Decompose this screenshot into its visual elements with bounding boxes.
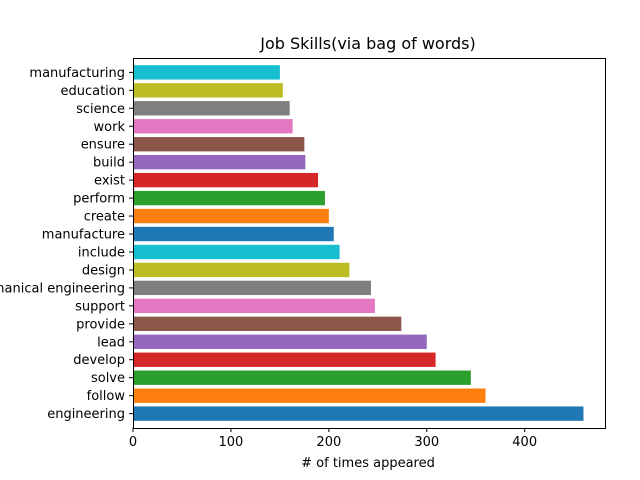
x-tick-label: 100	[219, 435, 244, 450]
y-tick-label: mechanical engineering	[0, 281, 125, 296]
y-tick-label: perform	[73, 192, 125, 207]
y-tick-label: exist	[94, 174, 125, 189]
chart-title: Job Skills(via bag of words)	[259, 34, 476, 53]
x-tick-label: 300	[414, 435, 439, 450]
bar	[133, 226, 334, 242]
bar	[133, 154, 306, 170]
bar	[133, 137, 305, 152]
bar	[133, 101, 290, 116]
y-tick-label: lead	[97, 335, 125, 350]
y-tick-label: education	[60, 84, 125, 99]
y-tick-label: ensure	[81, 138, 125, 153]
y-tick-label: science	[76, 102, 125, 117]
y-tick-label: work	[94, 120, 126, 135]
y-tick-label: support	[75, 299, 125, 314]
bar	[133, 262, 350, 278]
bar	[133, 280, 371, 296]
y-axis-ticks: engineering follow solve develop lead provide…	[0, 66, 133, 422]
y-tick-label: design	[82, 263, 125, 278]
bar	[133, 316, 402, 332]
x-tick-label: 200	[316, 435, 341, 450]
bar	[133, 334, 427, 349]
y-tick-label: develop	[73, 353, 125, 368]
y-tick-label: build	[93, 156, 125, 171]
y-tick-label: manufacture	[42, 228, 125, 243]
y-tick-label: follow	[87, 389, 126, 404]
bar	[133, 65, 280, 80]
y-tick-label: create	[84, 210, 125, 225]
bar	[133, 119, 293, 134]
bar	[133, 352, 436, 367]
bar	[133, 172, 319, 188]
bar	[133, 388, 486, 403]
bar	[133, 208, 329, 224]
bar	[133, 244, 340, 260]
y-tick-label: manufacturing	[29, 66, 125, 81]
bar	[133, 406, 584, 421]
bar	[133, 190, 325, 206]
bars-layer	[133, 65, 584, 421]
x-axis-ticks: 0 100 200 300 400	[129, 428, 537, 450]
y-tick-label: solve	[91, 371, 125, 386]
bar	[133, 83, 283, 98]
y-tick-label: include	[78, 245, 125, 260]
y-tick-label: provide	[76, 317, 125, 332]
plot-area-frame	[133, 58, 606, 429]
x-axis-title: # of times appeared	[301, 456, 435, 471]
bar	[133, 298, 375, 314]
bar	[133, 370, 471, 385]
y-tick-label: engineering	[47, 407, 125, 422]
x-tick-label: 400	[512, 435, 537, 450]
x-tick-label: 0	[129, 435, 137, 450]
